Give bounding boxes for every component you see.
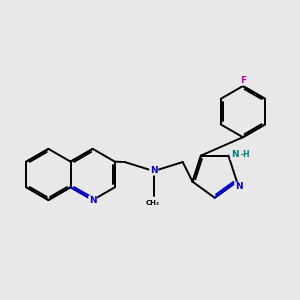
Text: -H: -H xyxy=(241,150,250,159)
Text: F: F xyxy=(240,76,246,85)
Text: N: N xyxy=(89,196,97,205)
Text: N: N xyxy=(231,150,238,159)
Text: CH₃: CH₃ xyxy=(146,200,160,206)
Text: N: N xyxy=(150,166,158,175)
Text: N: N xyxy=(235,182,243,191)
